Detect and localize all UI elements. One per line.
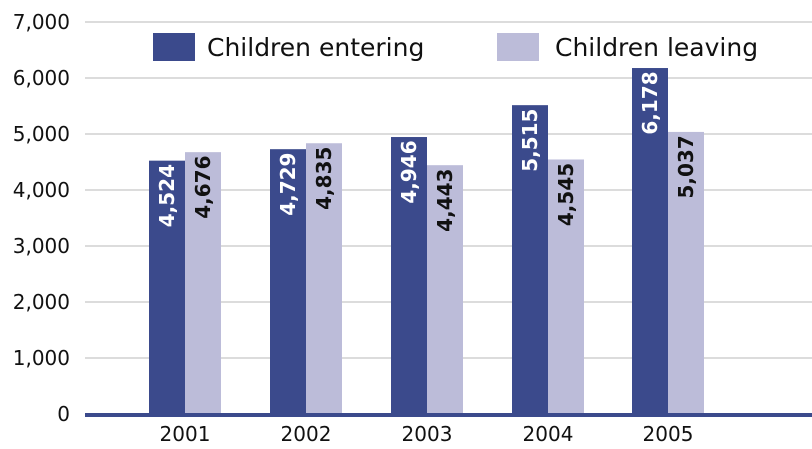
data-label: 4,946 bbox=[397, 140, 421, 203]
data-label: 4,835 bbox=[312, 147, 336, 210]
y-tick-label: 2,000 bbox=[13, 290, 70, 314]
legend-label-leaving: Children leaving bbox=[555, 33, 758, 62]
y-tick-label: 5,000 bbox=[13, 122, 70, 146]
bar-leaving-2002 bbox=[306, 143, 342, 415]
bar-entering-2005 bbox=[632, 68, 668, 415]
data-label: 4,545 bbox=[554, 163, 578, 226]
x-tick-label: 2002 bbox=[281, 422, 332, 445]
legend-label-entering: Children entering bbox=[207, 33, 424, 62]
x-tick-label: 2001 bbox=[160, 422, 211, 445]
bars: 4,524 4,729 4,946 5,515 6,178 4,676 4,835 4,443… bbox=[149, 68, 704, 415]
axes: 0 1,000 2,000 3,000 4,000 5,000 6,000 7,000 2001… bbox=[13, 10, 812, 446]
data-label: 5,037 bbox=[674, 135, 698, 198]
data-label: 6,178 bbox=[638, 71, 662, 134]
y-tick-label: 4,000 bbox=[13, 178, 70, 202]
x-tick-label: 2005 bbox=[643, 422, 694, 445]
bar-entering-2002 bbox=[270, 149, 306, 414]
y-tick-label: 6,000 bbox=[13, 66, 70, 90]
x-tick-label: 2003 bbox=[402, 422, 453, 445]
bar-leaving-2003 bbox=[427, 165, 463, 414]
bar-leaving-2005 bbox=[668, 131, 704, 415]
legend-swatch-entering bbox=[153, 33, 195, 61]
y-tick-label: 1,000 bbox=[13, 346, 70, 370]
data-label: 4,443 bbox=[433, 169, 457, 232]
x-tick-label: 2004 bbox=[523, 422, 574, 445]
bar-entering-2001 bbox=[149, 160, 185, 414]
bar-leaving-2001 bbox=[185, 152, 221, 415]
y-tick-label: 0 bbox=[57, 402, 70, 426]
bar-leaving-2004 bbox=[548, 159, 584, 414]
y-tick-label: 7,000 bbox=[13, 10, 70, 34]
legend-swatch-leaving bbox=[497, 33, 539, 61]
bar-entering-2003 bbox=[391, 137, 427, 415]
data-label: 5,515 bbox=[518, 109, 542, 172]
data-label: 4,676 bbox=[191, 156, 215, 219]
legend: Children entering Children leaving bbox=[153, 33, 758, 62]
x-axis-line bbox=[85, 413, 812, 417]
bar-entering-2004 bbox=[512, 105, 548, 414]
y-tick-label: 3,000 bbox=[13, 234, 70, 258]
data-label: 4,729 bbox=[276, 153, 300, 216]
data-label: 4,524 bbox=[155, 164, 179, 227]
